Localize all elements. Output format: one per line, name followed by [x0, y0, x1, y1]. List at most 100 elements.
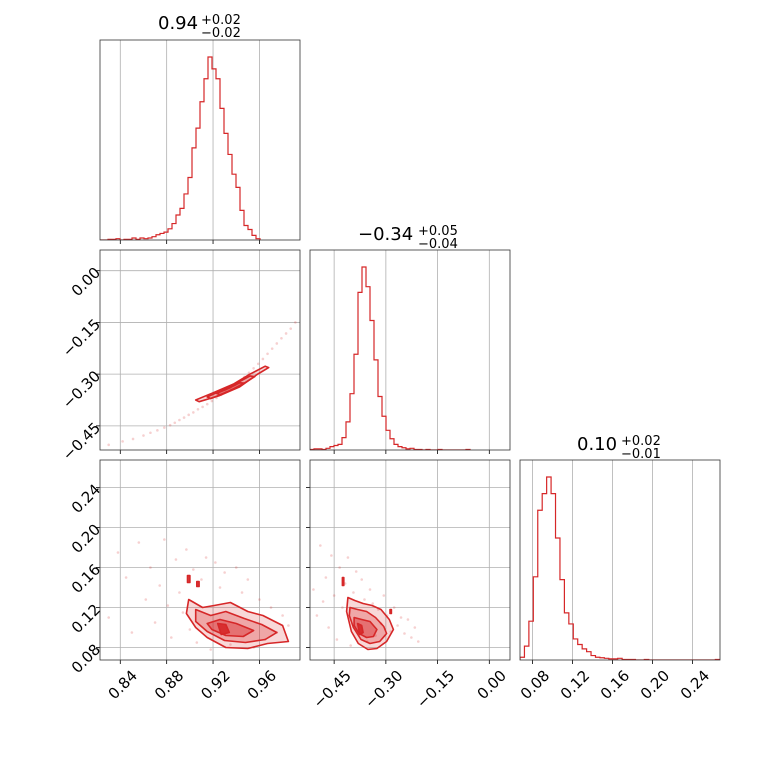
- scatter-point: [410, 636, 413, 639]
- x-tick-label: 0.00: [474, 667, 510, 703]
- panel-border: [99, 39, 301, 241]
- scatter-point: [214, 561, 217, 564]
- scatter-point: [201, 405, 204, 409]
- scatter-point: [246, 578, 250, 581]
- scatter-point: [130, 631, 134, 634]
- density-content: [312, 544, 420, 651]
- y-tick-label: −0.45: [59, 419, 104, 464]
- scatter-point: [371, 602, 375, 605]
- scatter-point: [229, 643, 232, 646]
- scatter-point: [281, 614, 284, 617]
- scatter-point: [187, 413, 190, 417]
- density-panel-2-3: [306, 459, 511, 664]
- y-tick-label: 0.20: [68, 520, 104, 556]
- x-tick-label: 0.96: [244, 667, 280, 703]
- scatter-point: [144, 598, 148, 601]
- scatter-point: [382, 594, 386, 597]
- scatter-point: [330, 554, 333, 557]
- scatter-point: [196, 408, 200, 411]
- scatter-point: [174, 558, 178, 561]
- scatter-point: [368, 588, 372, 591]
- scatter-point: [363, 598, 366, 601]
- scatter-point: [163, 426, 166, 429]
- title-param-1-lower: −0.02: [201, 26, 241, 41]
- histogram-step-line: [100, 56, 261, 240]
- scatter-point: [218, 586, 222, 589]
- contour-level: [389, 608, 393, 615]
- scatter-point: [116, 551, 120, 554]
- scatter-point: [124, 576, 128, 579]
- scatter-point: [319, 544, 322, 547]
- panel-hist-param-2: −0.34 +0.05 −0.04: [358, 224, 458, 252]
- contour-level: [356, 622, 364, 636]
- scatter-point: [289, 327, 293, 330]
- x-tick-label: −0.30: [361, 667, 406, 712]
- title-param-3-upper: +0.02: [621, 434, 661, 449]
- y-tick-label: 0.16: [68, 560, 104, 596]
- scatter-point: [360, 578, 364, 581]
- scatter-point: [275, 342, 279, 345]
- scatter-point: [416, 640, 420, 643]
- scatter-point: [149, 566, 152, 569]
- title-param-2-value: −0.34: [358, 224, 413, 245]
- scatter-point: [209, 648, 213, 651]
- scatter-point: [324, 576, 328, 579]
- histogram-step-line: [520, 476, 720, 660]
- scatter-point: [156, 429, 159, 432]
- scatter-point: [137, 541, 141, 544]
- scatter-point: [131, 437, 135, 441]
- x-tick-label: 0.08: [517, 667, 553, 703]
- histogram-3: [519, 459, 721, 664]
- scatter-point: [413, 626, 417, 629]
- scatter-point: [258, 598, 261, 601]
- scatter-point: [240, 591, 244, 594]
- y-tick-label: −0.15: [59, 315, 104, 360]
- y-tick-label: 0.24: [68, 480, 104, 516]
- contour-level: [186, 574, 191, 584]
- contour-level: [216, 622, 231, 636]
- x-tick-label: 0.84: [105, 667, 141, 703]
- scatter-point: [192, 411, 195, 414]
- x-tick-label: 0.92: [197, 667, 233, 703]
- contour-level: [194, 608, 278, 644]
- x-tick-label: 0.24: [677, 667, 713, 703]
- scatter-point: [269, 606, 273, 609]
- scatter-point: [149, 431, 152, 435]
- scatter-point: [210, 399, 214, 403]
- x-tick-label: 0.12: [557, 667, 593, 703]
- scatter-point: [270, 347, 274, 350]
- scatter-point: [284, 332, 288, 335]
- scatter-point: [349, 644, 352, 647]
- scatter-point: [178, 591, 181, 594]
- scatter-point: [315, 614, 319, 617]
- scatter-point: [287, 624, 290, 627]
- scatter-point: [195, 641, 199, 644]
- scatter-point: [205, 402, 209, 406]
- title-param-1-value: 0.94: [158, 13, 198, 34]
- scatter-point: [158, 584, 162, 587]
- scatter-point: [261, 357, 265, 361]
- scatter-point: [192, 568, 195, 571]
- scatter-point: [294, 321, 297, 324]
- panel-border: [99, 249, 301, 451]
- scatter-point: [352, 591, 355, 594]
- scatter-point: [346, 556, 350, 559]
- scatter-point: [280, 336, 283, 340]
- scatter-point: [185, 548, 188, 551]
- scatter-point: [181, 611, 185, 614]
- scatter-point: [256, 362, 260, 366]
- scatter-point: [107, 443, 110, 447]
- scatter-point: [312, 588, 315, 591]
- panel-border: [309, 249, 511, 451]
- title-param-3-value: 0.10: [577, 434, 617, 455]
- scatter-point: [223, 571, 226, 574]
- scatter-point: [354, 570, 358, 573]
- x-tick-label: −0.45: [310, 667, 355, 712]
- scatter-point: [332, 594, 336, 597]
- y-tick-label: −0.30: [59, 367, 104, 412]
- panel-hist-param-3: 0.10 +0.02 −0.01: [577, 434, 661, 462]
- scatter-point: [396, 624, 399, 627]
- panel-border: [309, 459, 511, 661]
- scatter-point: [406, 618, 410, 621]
